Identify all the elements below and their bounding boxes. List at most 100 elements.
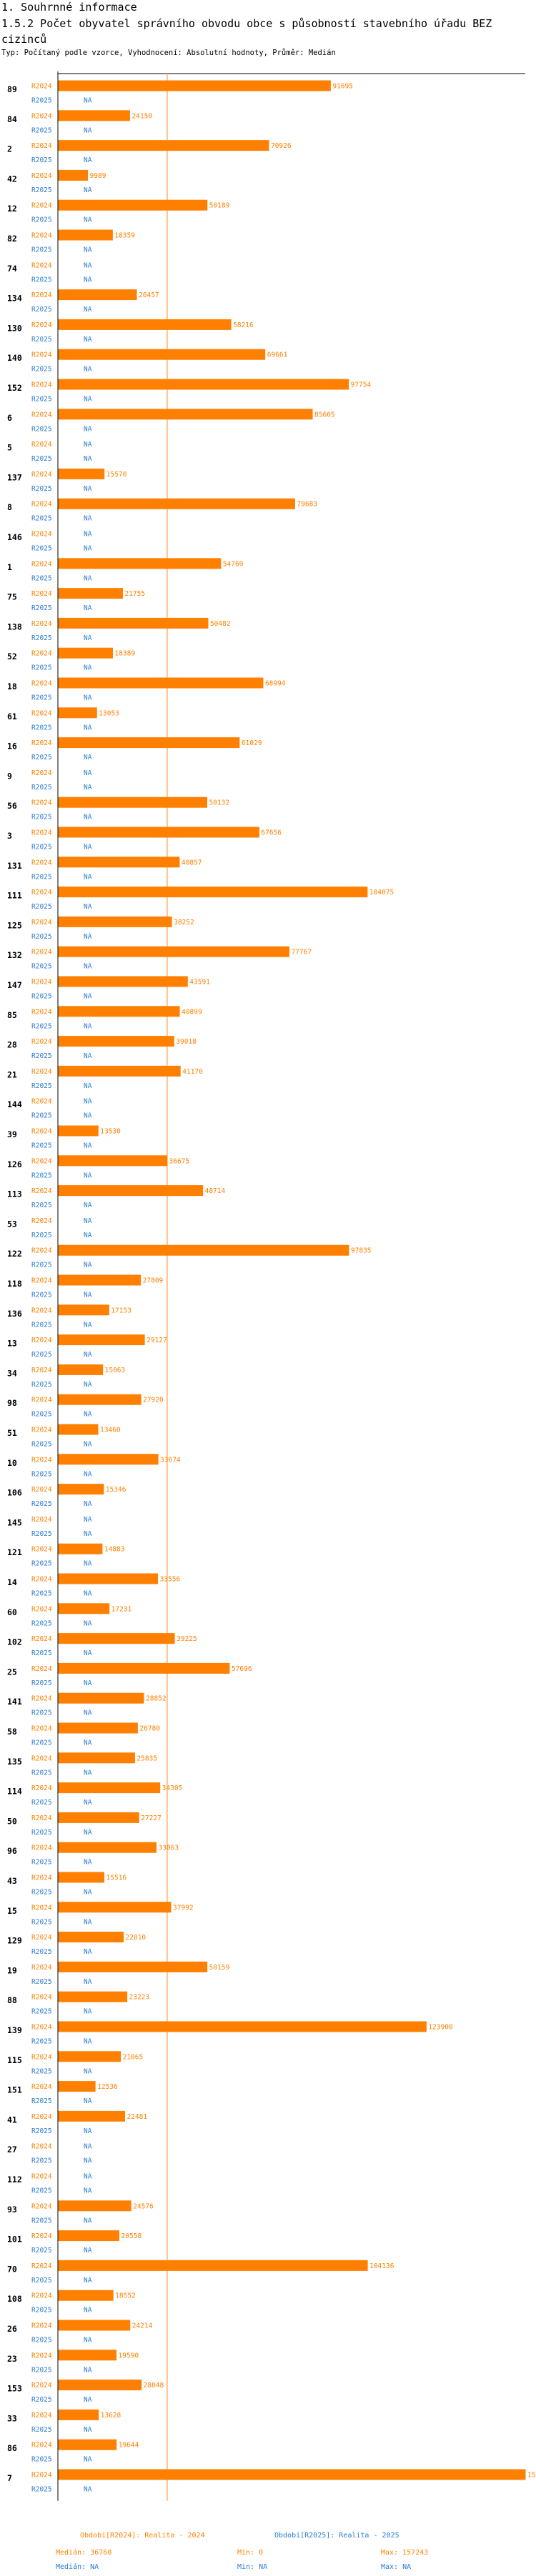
bar-r2024: [58, 946, 289, 957]
series-label-r2025: R2025: [31, 604, 52, 612]
value-label-r2024: 68994: [265, 680, 286, 688]
series-label-r2024: R2024: [31, 1874, 52, 1882]
series-label-r2025: R2025: [31, 903, 52, 911]
series-label-r2025: R2025: [31, 1829, 52, 1837]
category-label: 43: [7, 1876, 17, 1886]
series-label-r2025: R2025: [31, 574, 52, 582]
category-label: 28: [7, 1040, 17, 1050]
bar-r2024: [58, 169, 89, 181]
na-label-r2025: NA: [84, 2097, 92, 2105]
value-label-r2024: 18359: [114, 232, 135, 240]
series-label-r2025: R2025: [31, 2038, 52, 2046]
bar-r2024: [58, 1961, 208, 1972]
bar-r2024: [58, 2290, 114, 2301]
value-label-r2024: 22010: [126, 1934, 147, 1942]
category-label: 101: [7, 2235, 22, 2245]
bar-r2024: [58, 1902, 172, 1913]
series-label-r2024: R2024: [31, 590, 52, 598]
series-label-r2024: R2024: [31, 1068, 52, 1076]
series-label-r2024: R2024: [31, 1456, 52, 1464]
series-label-r2025: R2025: [31, 844, 52, 852]
category-label: 134: [7, 294, 22, 304]
series-label-r2025: R2025: [31, 2157, 52, 2165]
bar-r2024: [58, 797, 208, 808]
na-label-r2025: NA: [84, 2008, 92, 2016]
category-label: 98: [7, 1398, 17, 1408]
series-label-r2024: R2024: [31, 979, 52, 987]
value-label-r2024: 50159: [209, 1964, 230, 1972]
series-label-r2025: R2025: [31, 515, 52, 523]
value-label-r2024: 18552: [115, 2292, 136, 2300]
series-label-r2025: R2025: [31, 2366, 52, 2374]
category-label: 112: [7, 2175, 22, 2185]
na-label-r2025: NA: [84, 2486, 92, 2494]
bar-r2024: [58, 737, 240, 749]
series-label-r2024: R2024: [31, 2262, 52, 2270]
value-label-r2024: 21065: [123, 2053, 144, 2061]
series-label-r2024: R2024: [31, 2083, 52, 2091]
category-label: 96: [7, 1846, 17, 1856]
bar-r2024: [58, 2320, 131, 2331]
series-label-r2025: R2025: [31, 1172, 52, 1179]
series-label-r2025: R2025: [31, 724, 52, 732]
na-label-r2025: NA: [84, 2366, 92, 2374]
series-label-r2024: R2024: [31, 1546, 52, 1554]
na-label-r2025: NA: [84, 2277, 92, 2285]
series-label-r2024: R2024: [31, 799, 52, 807]
category-label: 50: [7, 1816, 17, 1826]
series-label-r2024: R2024: [31, 919, 52, 927]
na-label-r2025: NA: [84, 455, 92, 463]
series-label-r2025: R2025: [31, 1889, 52, 1897]
na-label-r2025: NA: [84, 1948, 92, 1956]
series-label-r2025: R2025: [31, 2127, 52, 2135]
series-label-r2025: R2025: [31, 993, 52, 1001]
bar-r2024: [58, 1692, 144, 1704]
series-label-r2024: R2024: [31, 1934, 52, 1942]
na-label-r2025: NA: [84, 1769, 92, 1777]
series-label-r2024: R2024: [31, 1725, 52, 1733]
value-label-r2024: 50189: [209, 202, 230, 210]
series-label-r2024: R2024: [31, 202, 52, 210]
value-label-r2024: 24150: [131, 112, 152, 120]
category-label: 86: [7, 2443, 17, 2453]
value-label-r2024: 13460: [100, 1427, 121, 1434]
series-label-r2025: R2025: [31, 1381, 52, 1389]
series-label-r2024: R2024: [31, 1217, 52, 1225]
category-label: 56: [7, 801, 17, 811]
category-label: 6: [7, 413, 12, 423]
series-label-r2024: R2024: [31, 2322, 52, 2330]
bar-r2024: [58, 1155, 168, 1167]
category-label: 70: [7, 2264, 17, 2274]
category-label: 115: [7, 2055, 22, 2065]
series-label-r2025: R2025: [31, 1530, 52, 1538]
category-label: 18: [7, 682, 17, 692]
series-label-r2024: R2024: [31, 1397, 52, 1404]
value-label-r2024: 40899: [182, 1008, 202, 1016]
bar-r2024: [58, 2380, 142, 2391]
bar-r2024: [58, 1842, 157, 1853]
category-label: 132: [7, 950, 22, 960]
value-label-r2024: 13053: [99, 709, 119, 717]
series-label-r2024: R2024: [31, 1187, 52, 1195]
bar-r2024: [58, 110, 130, 121]
na-label-r2025: NA: [84, 216, 92, 224]
bar-r2024: [58, 1932, 124, 1943]
series-label-r2025: R2025: [31, 873, 52, 881]
category-label: 25: [7, 1667, 17, 1677]
na-label-r2025: NA: [84, 694, 92, 702]
value-label-r2024: 79683: [297, 501, 317, 509]
series-label-r2024: R2024: [31, 1964, 52, 1972]
value-label-r2024: 157243: [527, 2472, 536, 2480]
series-label-r2024: R2024: [31, 1038, 52, 1046]
series-label-r2024: R2024: [31, 1277, 52, 1285]
value-label-r2024: 104136: [369, 2262, 394, 2270]
series-label-r2024: R2024: [31, 2412, 52, 2420]
bar-r2024: [58, 1185, 204, 1197]
category-label: 122: [7, 1249, 22, 1259]
value-label-r2024: 70926: [271, 142, 292, 150]
value-label-r2024: 50482: [210, 620, 231, 628]
bar-r2024: [58, 2350, 116, 2361]
series-label-r2025: R2025: [31, 814, 52, 822]
value-label-r2024: 17231: [111, 1605, 132, 1613]
bar-r2024: [58, 1573, 159, 1584]
